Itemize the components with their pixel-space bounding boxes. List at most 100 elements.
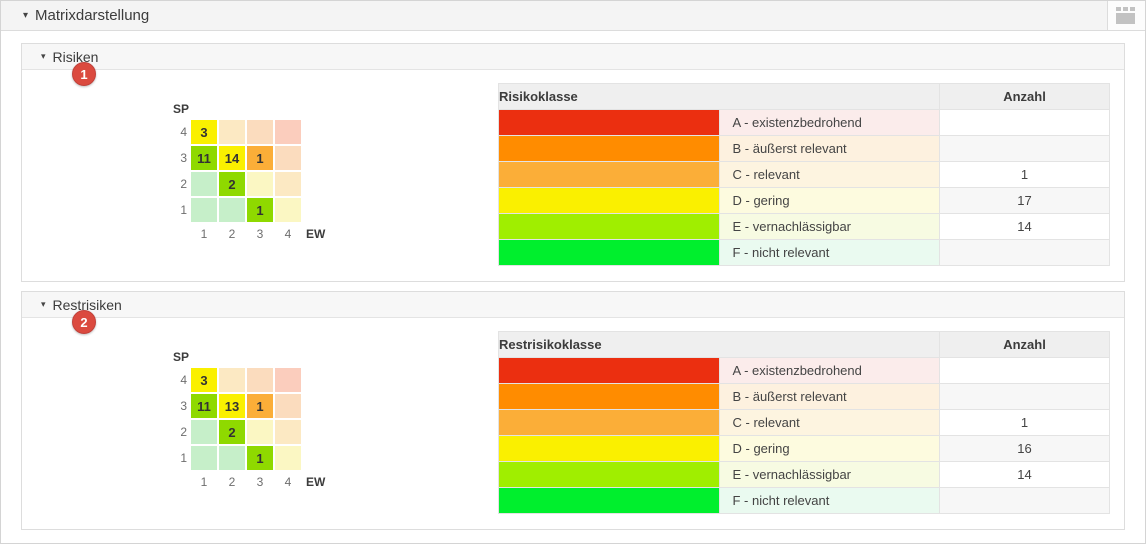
x-axis-label: EW	[306, 227, 326, 241]
matrix-cell-sp3-ew3[interactable]: 1	[247, 146, 273, 170]
table-area: Risikoklasse Anzahl A - existenzbedrohen…	[498, 83, 1110, 266]
table-row[interactable]: A - existenzbedrohend	[498, 109, 1110, 136]
table-row[interactable]: E - vernachlässigbar 14	[498, 213, 1110, 240]
class-label-cell: C - relevant	[718, 161, 940, 188]
count-cell	[939, 239, 1110, 266]
matrix-cell-sp2-ew1[interactable]	[191, 172, 217, 196]
matrix-cell-sp3-ew4[interactable]	[275, 394, 301, 418]
section-risiken: ▾ Risiken 1 SP 4 3 3 11 14 1 2 2 1 1 1 2 3 4 EW Risiko…	[21, 43, 1125, 282]
matrix-cell-sp4-ew1[interactable]: 3	[191, 120, 217, 144]
matrix-cell-sp2-ew1[interactable]	[191, 420, 217, 444]
window-title: Matrixdarstellung	[35, 7, 150, 24]
count-cell	[939, 357, 1110, 384]
table-row[interactable]: F - nicht relevant	[498, 487, 1110, 514]
table-row[interactable]: B - äußerst relevant	[498, 383, 1110, 410]
matrix-cell-sp4-ew2[interactable]	[219, 368, 245, 392]
matrix-cell-sp3-ew2[interactable]: 13	[219, 394, 245, 418]
class-label-cell: C - relevant	[718, 409, 940, 436]
matrix-col-labels: 1 2 3 4 EW	[173, 475, 498, 489]
table-row[interactable]: C - relevant 1	[498, 409, 1110, 436]
matrix-cell-sp4-ew1[interactable]: 3	[191, 368, 217, 392]
matrix-cell-sp4-ew4[interactable]	[275, 120, 301, 144]
table-row[interactable]: B - äußerst relevant	[498, 135, 1110, 162]
class-label-cell: D - gering	[718, 187, 940, 214]
matrix-col-label: 1	[200, 475, 208, 489]
class-color-swatch	[498, 357, 720, 384]
matrix-cell-sp3-ew3[interactable]: 1	[247, 394, 273, 418]
risk-matrix: 4 3 3 11 13 1 2 2 1 1 1 2 3 4 EW	[173, 368, 498, 489]
matrix-row-label: 2	[180, 177, 187, 191]
matrix-cell-sp2-ew2[interactable]: 2	[219, 420, 245, 444]
table-row[interactable]: D - gering 16	[498, 435, 1110, 462]
count-cell: 14	[939, 461, 1110, 488]
collapse-caret-icon[interactable]: ▾	[41, 299, 46, 309]
class-color-swatch	[498, 187, 720, 214]
count-column-header[interactable]: Anzahl	[939, 331, 1110, 358]
matrix-cell-sp2-ew4[interactable]	[275, 420, 301, 444]
matrix-cell-sp3-ew1[interactable]: 11	[191, 146, 217, 170]
risk-matrix: 4 3 3 11 14 1 2 2 1 1 1 2 3 4 EW	[173, 120, 498, 241]
matrix-cell-sp1-ew4[interactable]	[275, 198, 301, 222]
matrix-cell-sp4-ew3[interactable]	[247, 368, 273, 392]
matrix-cell-sp3-ew1[interactable]: 11	[191, 394, 217, 418]
matrix-cell-sp2-ew4[interactable]	[275, 172, 301, 196]
y-axis-label: SP	[173, 102, 190, 116]
table-row[interactable]: A - existenzbedrohend	[498, 357, 1110, 384]
table-row[interactable]: C - relevant 1	[498, 161, 1110, 188]
table-header-row: Restrisikoklasse Anzahl	[498, 331, 1110, 358]
class-color-swatch	[498, 383, 720, 410]
matrix-row-label: 4	[180, 373, 187, 387]
collapse-caret-icon[interactable]: ▾	[41, 51, 46, 61]
class-color-swatch	[498, 161, 720, 188]
count-column-header[interactable]: Anzahl	[939, 83, 1110, 110]
count-cell: 1	[939, 161, 1110, 188]
class-label-cell: B - äußerst relevant	[718, 135, 940, 162]
section-header-restrisiken[interactable]: ▾ Restrisiken	[22, 292, 1124, 318]
matrix-cell-sp2-ew3[interactable]	[247, 420, 273, 444]
matrix-row-label: 3	[180, 399, 187, 413]
table-row[interactable]: E - vernachlässigbar 14	[498, 461, 1110, 488]
table-row[interactable]: F - nicht relevant	[498, 239, 1110, 266]
class-color-swatch	[498, 213, 720, 240]
class-label-cell: F - nicht relevant	[718, 487, 940, 514]
matrix-area: SP 4 3 3 11 13 1 2 2 1 1 1 2 3 4 EW	[22, 331, 498, 514]
matrix-cell-sp4-ew2[interactable]	[219, 120, 245, 144]
matrix-col-labels: 1 2 3 4 EW	[173, 227, 498, 241]
count-cell	[939, 109, 1110, 136]
matrix-cell-sp2-ew2[interactable]: 2	[219, 172, 245, 196]
matrix-row-label: 2	[180, 425, 187, 439]
matrix-cell-sp4-ew4[interactable]	[275, 368, 301, 392]
section-title: Risiken	[52, 48, 99, 65]
matrix-cell-sp1-ew4[interactable]	[275, 446, 301, 470]
matrix-cell-sp1-ew3[interactable]: 1	[247, 446, 273, 470]
section-body: SP 4 3 3 11 14 1 2 2 1 1 1 2 3 4 EW Risikoklasse Anzah…	[22, 70, 1124, 266]
count-cell	[939, 135, 1110, 162]
class-column-header[interactable]: Restrisikoklasse	[498, 331, 940, 358]
matrix-cell-sp3-ew4[interactable]	[275, 146, 301, 170]
section-header-risiken[interactable]: ▾ Risiken	[22, 44, 1124, 70]
matrix-cell-sp1-ew1[interactable]	[191, 446, 217, 470]
matrix-cell-sp4-ew3[interactable]	[247, 120, 273, 144]
matrix-cell-sp1-ew3[interactable]: 1	[247, 198, 273, 222]
matrix-row-label: 3	[180, 151, 187, 165]
matrix-cell-sp2-ew3[interactable]	[247, 172, 273, 196]
class-color-swatch	[498, 409, 720, 436]
matrix-cell-sp1-ew2[interactable]	[219, 446, 245, 470]
class-color-swatch	[498, 461, 720, 488]
matrix-cell-sp1-ew2[interactable]	[219, 198, 245, 222]
window-header[interactable]: ▾ Matrixdarstellung	[1, 1, 1145, 31]
matrix-cell-sp3-ew2[interactable]: 14	[219, 146, 245, 170]
collapse-caret-icon[interactable]: ▾	[23, 9, 29, 21]
table-row[interactable]: D - gering 17	[498, 187, 1110, 214]
class-color-swatch	[498, 435, 720, 462]
matrix-cell-sp1-ew1[interactable]	[191, 198, 217, 222]
matrix-view-button[interactable]	[1107, 1, 1145, 30]
count-cell: 17	[939, 187, 1110, 214]
class-column-header[interactable]: Risikoklasse	[498, 83, 940, 110]
table-area: Restrisikoklasse Anzahl A - existenzbedr…	[498, 331, 1110, 514]
matrix-col-label: 2	[228, 475, 236, 489]
matrix-row-label: 4	[180, 125, 187, 139]
